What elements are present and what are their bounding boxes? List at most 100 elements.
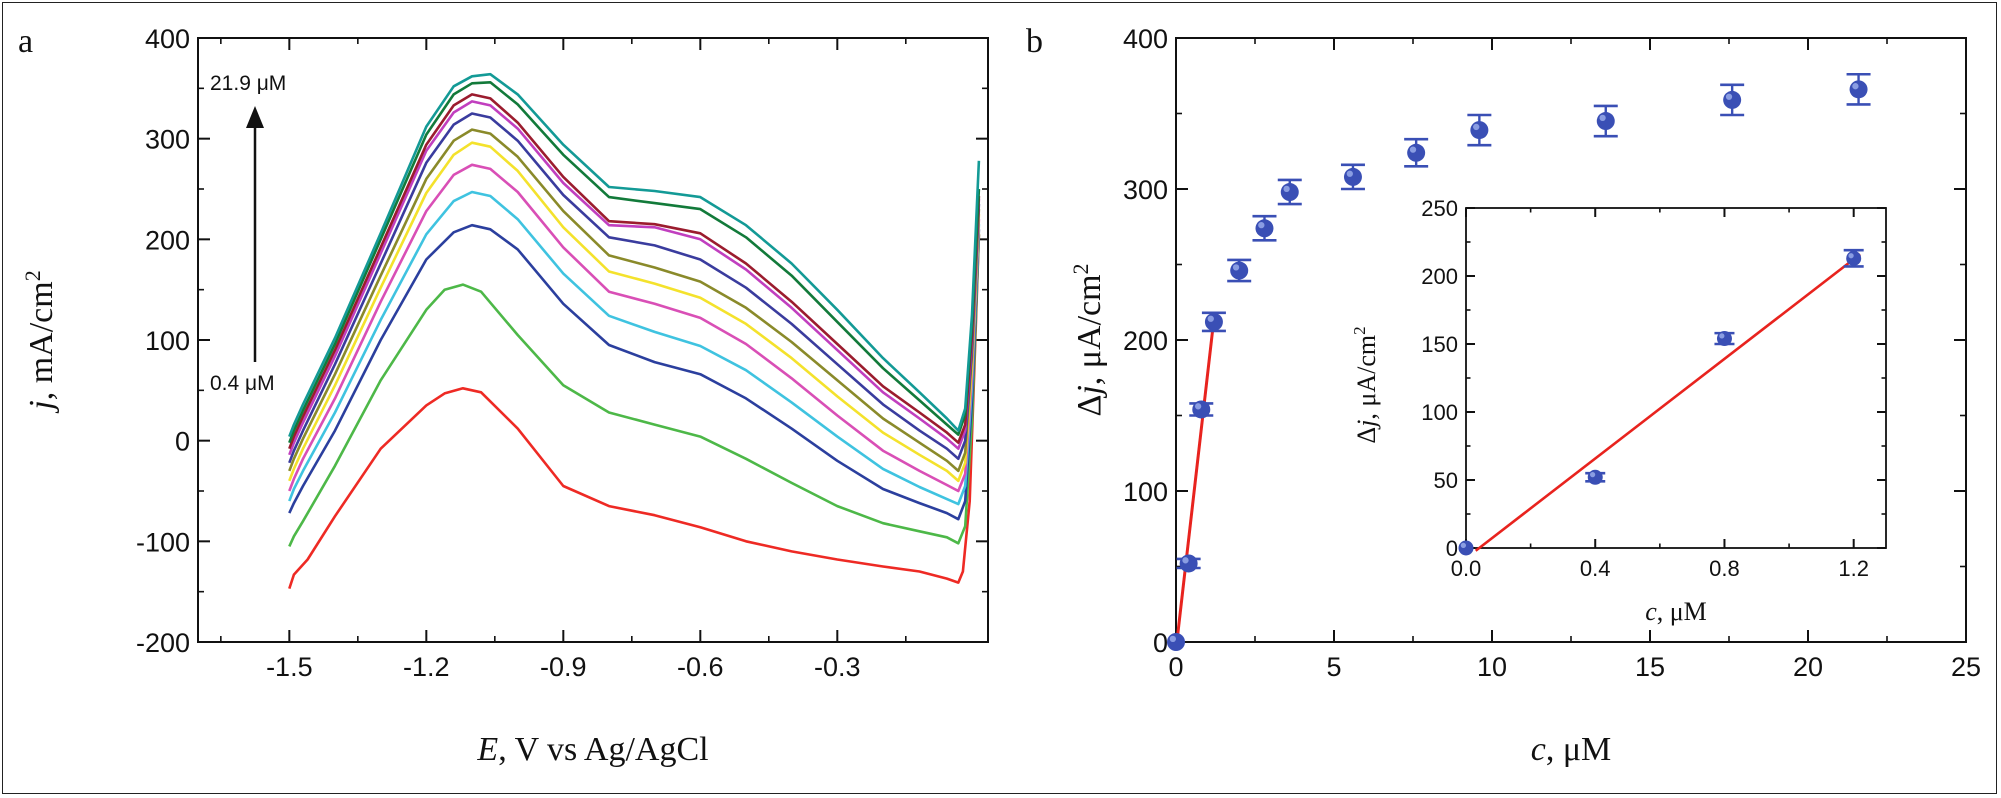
inset-y-axis-label: Δj, μA/cm2 [1350, 326, 1381, 443]
data-point-highlight [1589, 472, 1596, 478]
data-point-highlight [1182, 557, 1189, 564]
cv-curve-11 [288, 81, 981, 444]
x-tick-label: 20 [1793, 652, 1823, 682]
cv-curve-5 [288, 163, 981, 493]
data-point-highlight [1460, 542, 1466, 548]
data-point [1230, 261, 1249, 280]
x-tick-label: 0.4 [1580, 556, 1611, 581]
panel-a: a -1.5 -1.2 -0.9 -0.6 -0.34003002001000-100-… [18, 23, 989, 768]
linear-fit-line [1174, 318, 1216, 650]
data-point-highlight [1719, 333, 1725, 339]
y-tick-label: 300 [145, 125, 190, 155]
data-point [1849, 80, 1868, 99]
y-tick-label: 150 [1421, 332, 1458, 357]
panel-b-y-axis-label: Δj, μA/cm2 [1068, 263, 1108, 416]
data-point-highlight [1207, 315, 1214, 322]
panel-a-curves [288, 72, 981, 590]
cv-curve-6 [288, 141, 981, 483]
x-tick-label: -1.5 [266, 652, 313, 682]
data-point [1343, 167, 1362, 186]
cv-curve-4 [288, 190, 981, 506]
y-tick-label: 0 [175, 427, 190, 457]
y-label-rest: , μA/cm [1352, 335, 1381, 420]
y-tick-label: 0 [1153, 628, 1168, 658]
cv-curve-8 [288, 112, 981, 464]
inset-points [1458, 248, 1864, 556]
x-tick-label: 1.2 [1838, 556, 1869, 581]
inset-background [1466, 208, 1886, 548]
x-tick-label: 0.8 [1709, 556, 1740, 581]
y-label-rest: , μA/cm [1071, 274, 1108, 385]
data-point [1470, 121, 1489, 140]
data-point [1192, 400, 1211, 419]
cv-curve-7 [288, 128, 981, 473]
cv-curve-12 [288, 72, 981, 438]
data-point-highlight [1409, 146, 1417, 153]
data-point-highlight [1194, 403, 1202, 410]
x-label-rest: , μM [1657, 597, 1707, 626]
y-tick-label: 200 [1421, 264, 1458, 289]
y-tick-label: 300 [1123, 175, 1168, 205]
data-point [1596, 112, 1615, 131]
x-tick-label: -0.3 [814, 652, 861, 682]
x-label-italic: c [1645, 597, 1657, 626]
data-point-highlight [1848, 253, 1854, 259]
data-point [1407, 143, 1426, 162]
x-tick-label: 10 [1477, 652, 1507, 682]
cv-curve-10 [288, 93, 981, 450]
data-point [1255, 219, 1274, 238]
panel-b-x-axis-label: c, μM [1531, 731, 1612, 768]
y-label-rest: , mA/cm [23, 281, 60, 400]
inset-ticks: 0.0 0.4 0.8 1.2 250 200 150 100 50 0 [1421, 196, 1886, 581]
data-point-highlight [1169, 635, 1176, 642]
inset-linear-fit-line [1474, 253, 1861, 552]
arrow-head [246, 106, 264, 128]
panel-a-label: a [18, 23, 33, 60]
concentration-arrow [246, 106, 264, 362]
cv-curve-9 [288, 100, 981, 456]
data-point [1458, 540, 1474, 556]
cv-curve-2 [288, 234, 981, 547]
y-label-sup: 2 [1068, 263, 1093, 274]
y-tick-label: 0 [1446, 536, 1458, 561]
y-tick-label: 50 [1434, 468, 1458, 493]
data-point [1179, 554, 1198, 573]
panel-a-y-axis-label: j, mA/cm2 [20, 270, 60, 413]
panel-b-label: b [1026, 23, 1043, 60]
y-label-italic: j [1071, 385, 1108, 398]
y-label-pre: Δ [1071, 395, 1108, 417]
x-tick-label: -0.6 [677, 652, 724, 682]
y-tick-label: -100 [136, 527, 190, 557]
x-tick-label: -0.9 [540, 652, 587, 682]
data-point-highlight [1473, 123, 1480, 131]
y-tick-label: 200 [145, 225, 190, 255]
data-point [1167, 633, 1185, 651]
y-tick-label: 400 [1123, 24, 1168, 54]
y-label-italic: j [1352, 420, 1381, 430]
y-tick-label: 400 [145, 24, 190, 54]
data-point [1204, 312, 1223, 331]
x-tick-label: 5 [1326, 652, 1341, 682]
y-label-sup: 2 [1350, 326, 1369, 335]
data-point [1280, 183, 1299, 202]
data-point-highlight [1852, 83, 1859, 90]
panel-a-x-axis-label: E, V vs Ag/AgCl [476, 731, 708, 768]
y-tick-label: 250 [1421, 196, 1458, 221]
y-label-italic: j [23, 400, 60, 413]
data-point [1723, 90, 1742, 109]
x-tick-label: 25 [1951, 652, 1981, 682]
y-tick-label: -200 [136, 628, 190, 658]
data-point-highlight [1725, 93, 1733, 100]
y-tick-label: 100 [1421, 400, 1458, 425]
data-point [1846, 250, 1862, 266]
data-point-highlight [1599, 114, 1606, 122]
y-label-pre: Δ [1352, 427, 1381, 444]
x-tick-label: 0.0 [1451, 556, 1482, 581]
data-point [1716, 331, 1732, 347]
data-point-highlight [1346, 170, 1353, 177]
x-tick-label: 0 [1168, 652, 1183, 682]
